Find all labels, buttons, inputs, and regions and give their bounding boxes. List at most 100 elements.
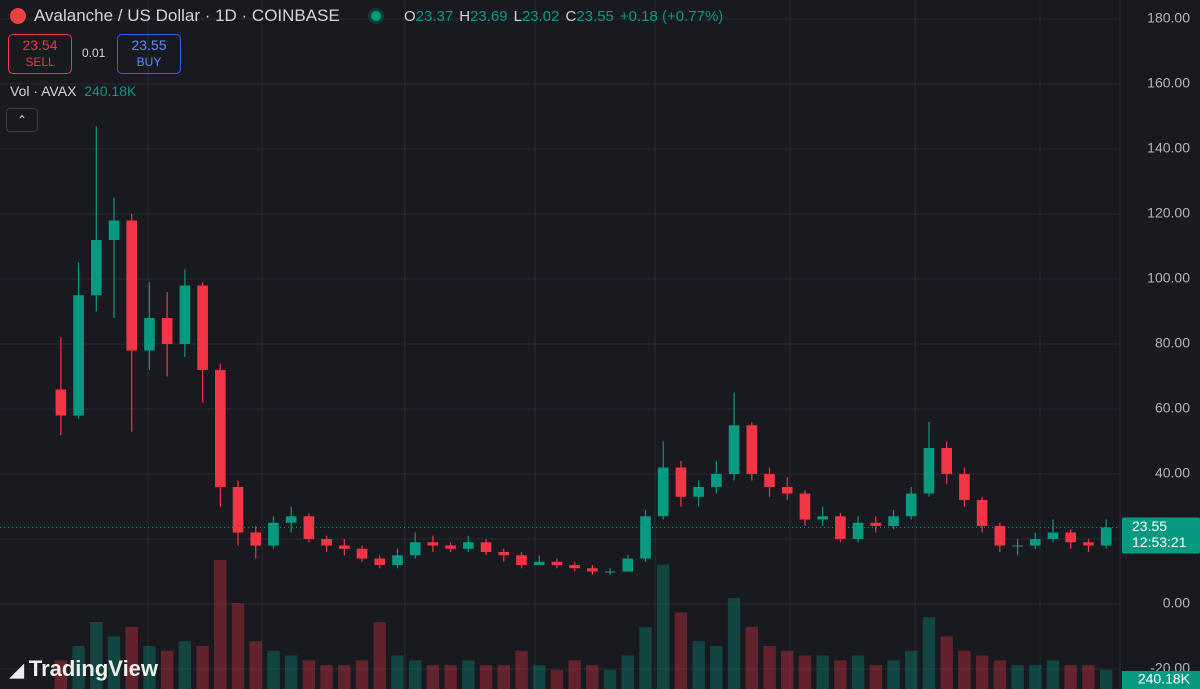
volume-bar xyxy=(816,655,829,689)
last-price-box xyxy=(1122,517,1200,554)
volume-bar xyxy=(727,598,741,689)
volume-bar xyxy=(196,645,209,689)
volume-bar xyxy=(533,665,546,689)
candle-body xyxy=(179,285,191,345)
candle-body xyxy=(144,318,155,351)
volume-bar xyxy=(550,669,564,689)
candle-body xyxy=(161,318,173,345)
candle-body xyxy=(746,425,758,475)
buy-price: 23.55 xyxy=(131,37,167,53)
candle-body xyxy=(976,500,988,527)
symbol-logo xyxy=(10,8,26,24)
y-tick-label: 160.00 xyxy=(1147,75,1190,91)
candle-body xyxy=(817,516,828,520)
candle-body xyxy=(55,389,67,416)
volume-bar xyxy=(1011,665,1024,689)
candle-body xyxy=(799,493,811,520)
volume-bar xyxy=(692,641,705,689)
volume-bar xyxy=(408,660,422,689)
candle-body xyxy=(232,487,244,533)
ohlc-legend: O23.37 H23.69 L23.02 C23.55 +0.18 (+0.77%) xyxy=(404,8,723,25)
candle-body xyxy=(569,565,580,569)
sell-label: SELL xyxy=(25,55,55,69)
volume-bar xyxy=(90,622,103,689)
candle-body xyxy=(675,467,687,497)
candle-body xyxy=(480,542,492,553)
volume-bar xyxy=(798,655,812,689)
last-price-label: 23.55 xyxy=(1132,518,1167,534)
candle-body xyxy=(516,555,527,566)
candle-body xyxy=(781,487,793,494)
candle-body xyxy=(268,522,279,546)
volume-bar xyxy=(497,665,510,689)
candle-body xyxy=(1029,539,1041,546)
volume-bar xyxy=(426,665,440,689)
y-tick-label: 0.00 xyxy=(1163,595,1190,611)
ohlc-label: O xyxy=(404,8,416,25)
candle-body xyxy=(1012,545,1023,547)
volume-bar xyxy=(107,636,121,689)
y-tick-label: 180.00 xyxy=(1147,10,1190,26)
candle-body xyxy=(711,474,722,488)
candle-body xyxy=(622,558,634,572)
ohlc-value: 23.69 xyxy=(470,8,508,25)
volume-bar xyxy=(1046,660,1060,689)
candle-body xyxy=(604,571,616,573)
volume-bar xyxy=(958,650,971,689)
candle-body xyxy=(764,474,775,488)
brand-icon: ◢ xyxy=(10,660,29,680)
volume-bar xyxy=(763,645,776,689)
volume-bar xyxy=(586,665,599,689)
y-tick-label: 40.00 xyxy=(1155,465,1190,481)
volume-bar xyxy=(674,612,688,689)
candle-body xyxy=(657,467,669,517)
candle-body xyxy=(640,516,651,559)
symbol-title[interactable]: Avalanche / US Dollar · 1D · COINBASE xyxy=(34,6,340,25)
volume-bar xyxy=(975,655,989,689)
last-volume-box xyxy=(1122,671,1200,689)
candle-body xyxy=(409,542,421,556)
volume-bar xyxy=(568,660,581,689)
ohlc-label: C xyxy=(565,8,577,25)
candle-body xyxy=(463,542,474,549)
volume-bar xyxy=(1099,669,1113,689)
candle-body xyxy=(427,542,439,546)
ohlc-value: 23.55 xyxy=(576,8,614,25)
candle-body xyxy=(923,448,935,494)
y-tick-label: 140.00 xyxy=(1147,140,1190,156)
candle-body xyxy=(339,545,350,549)
volume-bar xyxy=(657,564,670,689)
sell-button[interactable]: 23.54 SELL xyxy=(8,34,72,74)
candle-body xyxy=(587,568,598,572)
collapse-button[interactable]: ⌃ xyxy=(6,108,38,132)
volume-bar xyxy=(355,660,369,689)
volume-bar xyxy=(231,602,245,689)
candle-body xyxy=(1047,532,1059,540)
candle-body xyxy=(374,558,386,566)
volume-bar xyxy=(887,660,900,689)
volume-bar xyxy=(160,650,174,689)
sell-price: 23.54 xyxy=(22,37,58,53)
candle-body xyxy=(905,493,917,517)
volume-legend-value: 240.18K xyxy=(84,83,137,99)
volume-bar xyxy=(143,645,156,689)
candle-body xyxy=(533,561,545,566)
volume-bar xyxy=(214,559,227,689)
volume-bar xyxy=(869,665,883,689)
volume-bar xyxy=(178,641,192,689)
volume-legend: Vol · AVAX 240.18K xyxy=(10,83,136,99)
candle-body xyxy=(285,516,297,523)
volume-bar xyxy=(639,626,652,689)
candle-body xyxy=(498,552,510,556)
volume-bar xyxy=(781,650,794,689)
volume-bar xyxy=(940,636,953,689)
candle-body xyxy=(693,487,704,497)
buy-button[interactable]: 23.55 BUY xyxy=(117,34,181,74)
volume-bar xyxy=(373,622,386,689)
spread: 0.01 xyxy=(82,46,106,60)
brand-text: TradingView xyxy=(28,656,159,681)
volume-bar xyxy=(922,617,936,689)
candle-body xyxy=(392,555,403,566)
candle-body xyxy=(551,561,563,566)
